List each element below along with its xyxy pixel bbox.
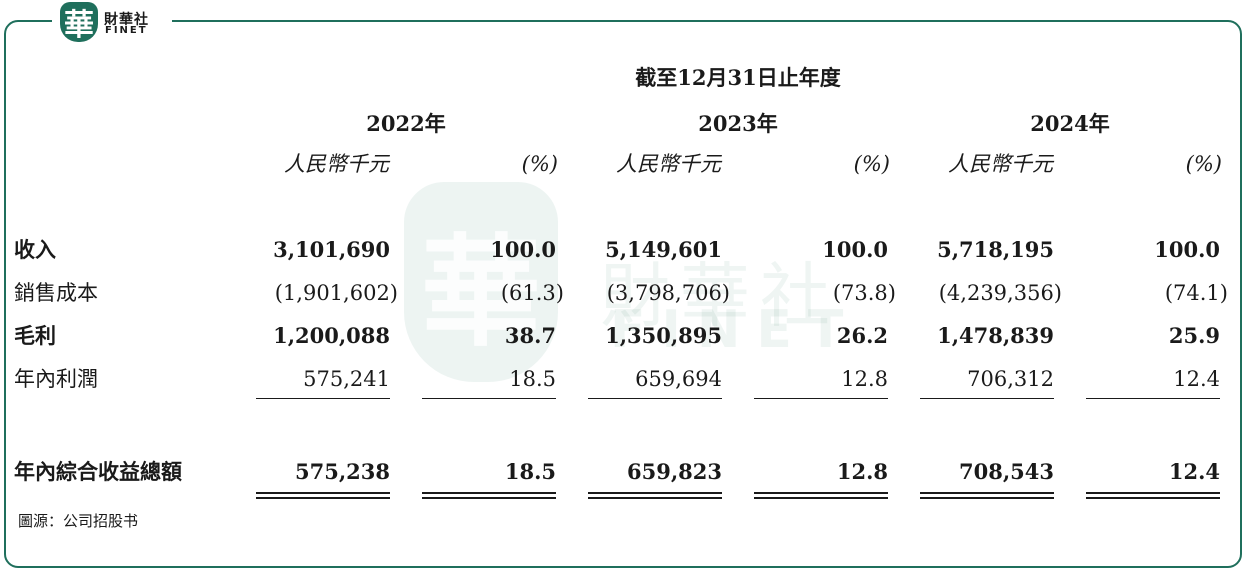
row-label-total-comprehensive-income: 年內綜合收益總額 bbox=[14, 460, 182, 484]
cost-2024-pct: (74.1) bbox=[1164, 281, 1228, 305]
year-header-2022: 2022年 bbox=[366, 111, 446, 136]
revenue-2023-pct: 100.0 bbox=[822, 237, 888, 262]
gross-profit-2022-pct: 38.7 bbox=[504, 323, 556, 348]
total-double-rule bbox=[1086, 492, 1220, 499]
total-double-rule bbox=[754, 492, 888, 499]
subtotal-rule bbox=[256, 398, 390, 399]
subtotal-rule bbox=[1086, 398, 1220, 399]
profit-2023-pct: 12.8 bbox=[841, 367, 888, 391]
profit-2022-amount: 575,241 bbox=[303, 367, 390, 391]
unit-header-2022: 人民幣千元 bbox=[284, 152, 389, 176]
tci-2023-pct: 12.8 bbox=[836, 459, 888, 484]
gross-profit-2023-pct: 26.2 bbox=[836, 323, 888, 348]
tci-2024-amount: 708,543 bbox=[959, 459, 1054, 484]
revenue-2024-pct: 100.0 bbox=[1154, 237, 1220, 262]
row-label-revenue: 收入 bbox=[14, 238, 56, 262]
logo-text-cn: 財華社 bbox=[104, 12, 149, 28]
year-header-2023: 2023年 bbox=[698, 111, 778, 136]
subtotal-rule bbox=[588, 398, 722, 399]
gross-profit-2024-pct: 25.9 bbox=[1168, 323, 1220, 348]
year-header-2024: 2024年 bbox=[1030, 111, 1110, 136]
pct-header-2022: (%) bbox=[521, 152, 558, 176]
watermark-seal-icon: 華 bbox=[404, 182, 558, 382]
revenue-2022-pct: 100.0 bbox=[490, 237, 556, 262]
row-label-profit-for-year: 年內利潤 bbox=[14, 367, 98, 391]
total-double-rule bbox=[422, 492, 556, 499]
document-frame bbox=[4, 20, 1242, 568]
total-double-rule bbox=[256, 492, 390, 499]
cost-2023-amount: (3,798,706) bbox=[606, 281, 730, 305]
total-double-rule bbox=[588, 492, 722, 499]
subtotal-rule bbox=[754, 398, 888, 399]
subtotal-rule bbox=[920, 398, 1054, 399]
watermark-text-en: FINET bbox=[610, 300, 860, 360]
cost-2023-pct: (73.8) bbox=[832, 281, 896, 305]
unit-header-2023: 人民幣千元 bbox=[616, 152, 721, 176]
profit-2023-amount: 659,694 bbox=[635, 367, 722, 391]
pct-header-2023: (%) bbox=[853, 152, 890, 176]
row-label-gross-profit: 毛利 bbox=[14, 324, 56, 348]
profit-2024-pct: 12.4 bbox=[1173, 367, 1220, 391]
revenue-2022-amount: 3,101,690 bbox=[273, 237, 390, 262]
gross-profit-2024-amount: 1,478,839 bbox=[937, 323, 1054, 348]
row-label-cost-of-sales: 銷售成本 bbox=[14, 281, 98, 305]
logo-text-en: FINET bbox=[105, 25, 148, 36]
gross-profit-2022-amount: 1,200,088 bbox=[273, 323, 390, 348]
finet-logo-icon: 華 bbox=[60, 2, 98, 43]
tci-2024-pct: 12.4 bbox=[1168, 459, 1220, 484]
cost-2024-amount: (4,239,356) bbox=[938, 281, 1062, 305]
pct-header-2024: (%) bbox=[1185, 152, 1222, 176]
tci-2022-amount: 575,238 bbox=[295, 459, 390, 484]
source-caption: 圖源：公司招股书 bbox=[18, 512, 139, 530]
subtotal-rule bbox=[422, 398, 556, 399]
watermark-text-cn: 財華社 bbox=[600, 255, 840, 337]
profit-2024-amount: 706,312 bbox=[967, 367, 1054, 391]
profit-2022-pct: 18.5 bbox=[509, 367, 556, 391]
tci-2022-pct: 18.5 bbox=[504, 459, 556, 484]
gross-profit-2023-amount: 1,350,895 bbox=[605, 323, 722, 348]
cost-2022-pct: (61.3) bbox=[500, 281, 564, 305]
revenue-2023-amount: 5,149,601 bbox=[605, 237, 722, 262]
total-double-rule bbox=[920, 492, 1054, 499]
cost-2022-amount: (1,901,602) bbox=[274, 281, 398, 305]
revenue-2024-amount: 5,718,195 bbox=[937, 237, 1054, 262]
period-header: 截至12月31日止年度 bbox=[635, 65, 841, 90]
unit-header-2024: 人民幣千元 bbox=[948, 152, 1053, 176]
tci-2023-amount: 659,823 bbox=[627, 459, 722, 484]
